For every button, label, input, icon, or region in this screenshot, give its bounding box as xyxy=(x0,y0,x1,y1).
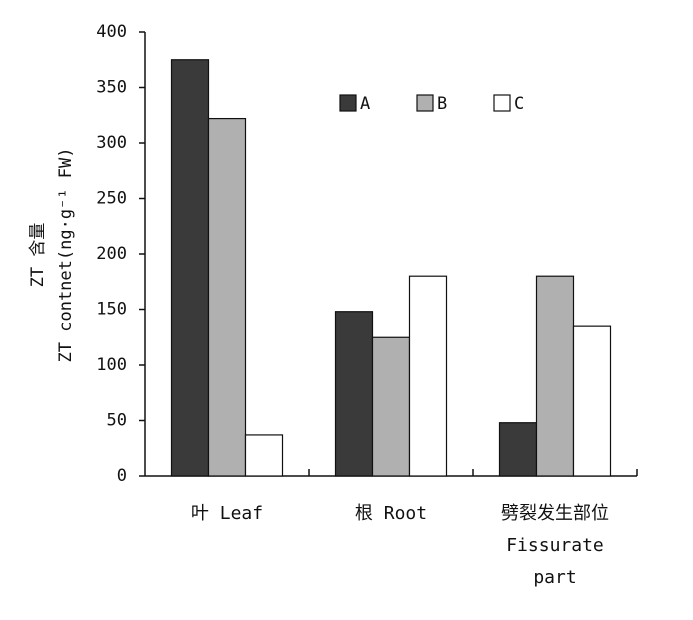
legend-swatch xyxy=(493,94,511,112)
y-tick-label: 400 xyxy=(96,22,127,42)
y-tick-label: 50 xyxy=(107,411,127,431)
x-tick-label: 根 Root xyxy=(354,503,428,524)
y-axis-label: ZT 含量 xyxy=(28,223,48,288)
bar xyxy=(408,275,448,477)
y-tick-label: 350 xyxy=(96,78,127,98)
bar xyxy=(572,325,612,477)
y-axis-label: ZT contnet(ng·g⁻¹ FW) xyxy=(56,148,76,363)
bar xyxy=(498,422,538,477)
bar xyxy=(334,311,374,477)
y-tick-label: 100 xyxy=(96,355,127,375)
legend-label: B xyxy=(437,94,447,114)
y-tick-label: 0 xyxy=(117,466,127,486)
bar xyxy=(207,117,247,477)
x-tick-label: 叶 Leaf xyxy=(190,503,264,524)
bar xyxy=(371,336,411,477)
bar xyxy=(244,434,284,477)
legend-swatch xyxy=(416,94,434,112)
y-tick-label: 150 xyxy=(96,300,127,320)
y-tick-label: 300 xyxy=(96,133,127,153)
legend-label: A xyxy=(360,94,370,114)
bar xyxy=(535,275,575,477)
x-tick-label: 劈裂发生部位 Fissurate part xyxy=(501,503,609,588)
legend-label: C xyxy=(514,94,524,114)
bar xyxy=(170,59,210,477)
y-tick-label: 250 xyxy=(96,189,127,209)
legend-swatch xyxy=(339,94,357,112)
y-tick-label: 200 xyxy=(96,244,127,264)
